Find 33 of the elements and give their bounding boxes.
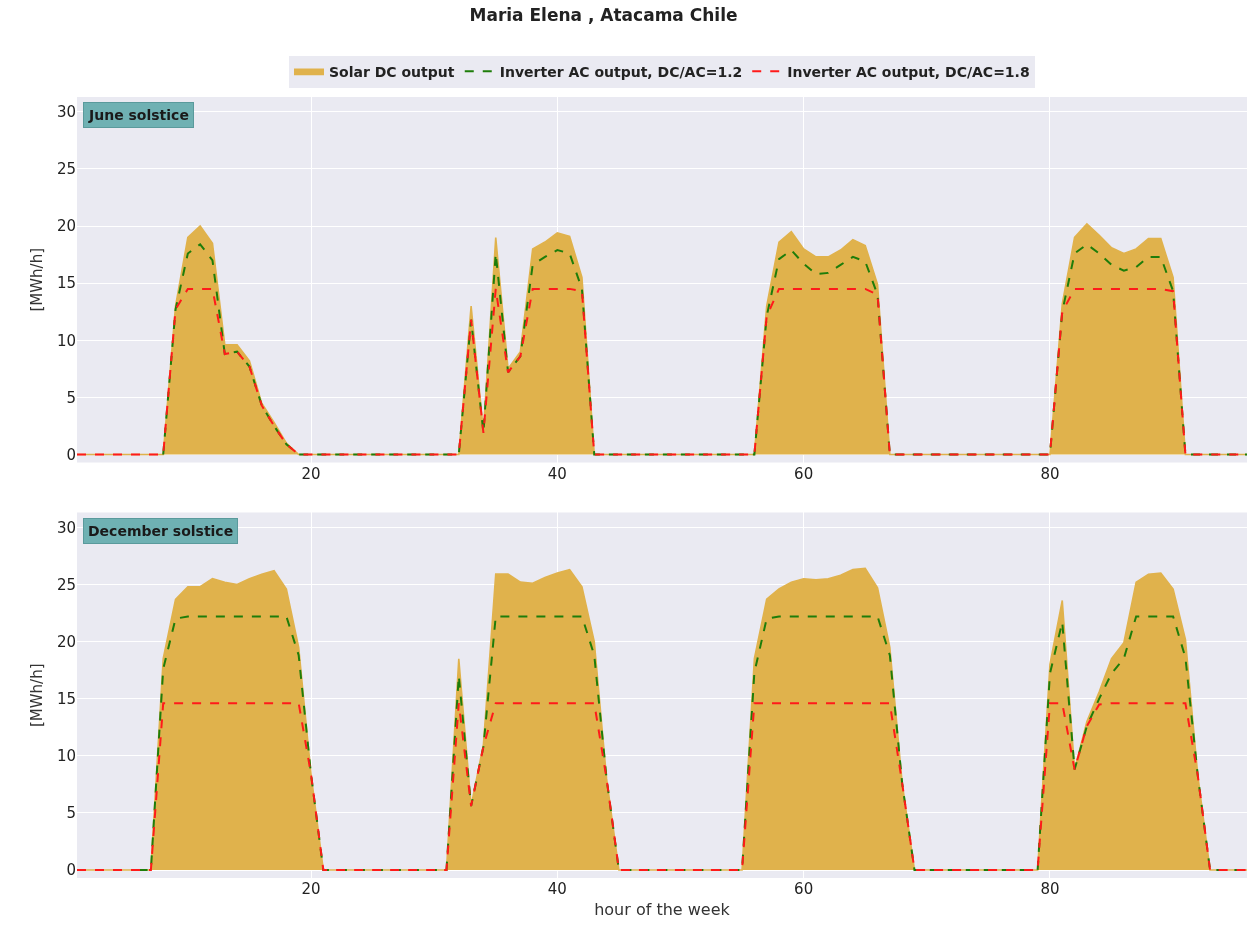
y-tick-label: 30 [56,518,76,537]
y-axis-title: [MWh/h] [28,247,47,312]
annotation: June solstice [88,107,189,123]
legend-label: Solar DC output [329,63,455,80]
line-series [77,702,1247,871]
y-tick-label: 15 [56,689,76,708]
y-tick-label: 0 [66,445,76,464]
x-tick-label: 60 [794,464,814,483]
legend-label: Inverter AC output, DC/AC=1.8 [787,63,1030,80]
y-tick-label: 10 [56,331,76,350]
x-tick-label: 20 [301,464,321,483]
y-tick-label: 10 [56,747,76,766]
x-tick-label: 60 [794,880,814,898]
x-tick-label: 80 [1040,880,1060,898]
annotation: December solstice [88,523,234,539]
y-tick-label: 30 [56,103,76,122]
y-tick-label: 15 [56,274,76,293]
y-tick-label: 20 [56,217,76,236]
y-tick-label: 5 [66,388,76,407]
x-tick-label: 80 [1040,464,1060,483]
x-tick-label: 40 [547,880,567,898]
y-tick-label: 5 [66,804,76,823]
y-tick-label: 25 [56,575,76,594]
line-series [162,243,1247,456]
x-axis-title: hour of the week [594,899,731,919]
y-tick-label: 25 [56,160,76,179]
y-axis-title: [MWh/h] [28,663,47,728]
x-tick-label: 20 [301,880,321,898]
legend-label: Inverter AC output, DC/AC=1.2 [499,63,743,80]
x-tick-label: 40 [547,464,567,483]
chart-title: Maria Elena , Atacama Chile [469,5,738,26]
y-tick-label: 0 [66,861,76,880]
y-tick-label: 20 [56,632,76,651]
